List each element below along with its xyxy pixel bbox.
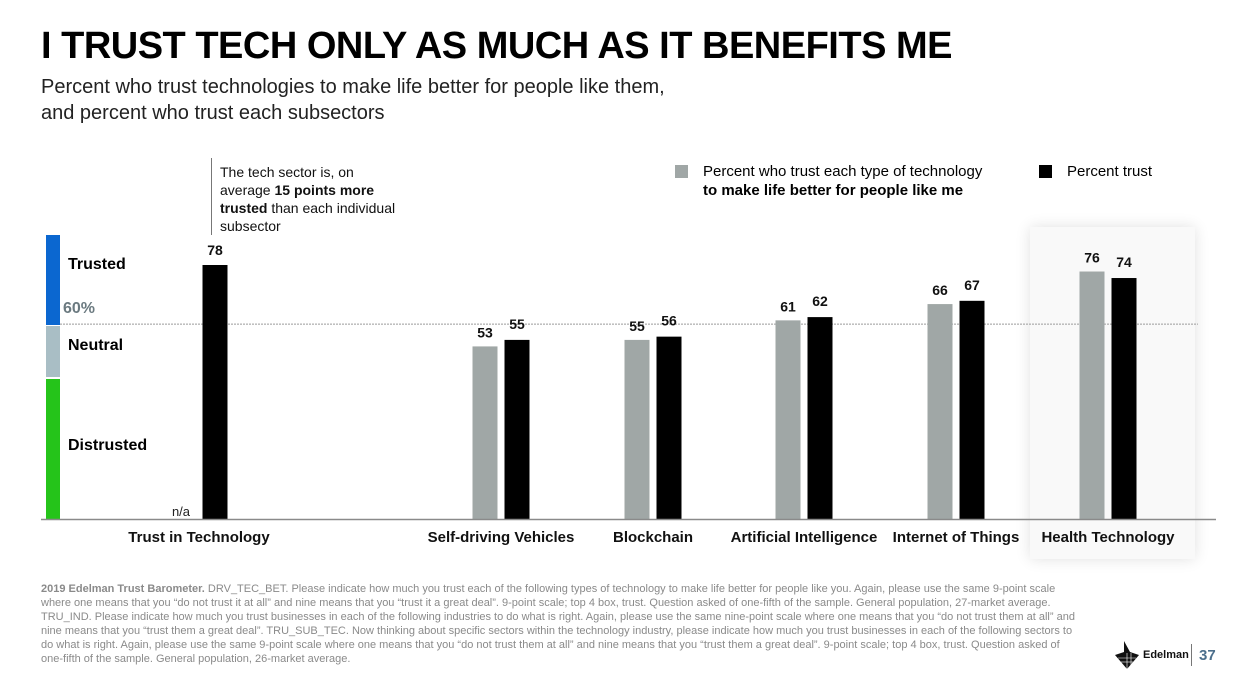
page-subtitle: Percent who trust technologies to make l… <box>41 74 665 126</box>
annotation-text-1: The tech sector is, on average <box>220 164 354 198</box>
legend-item-black: Percent trust <box>1039 162 1152 181</box>
category-label-self-driving-vehicles: Self-driving Vehicles <box>428 529 575 546</box>
scale-neutral-band <box>46 326 60 377</box>
scale-label-neutral: Neutral <box>68 337 124 354</box>
bar-percent-trust-internet-of-things <box>959 300 985 519</box>
bar-make-life-better-artificial-intelligence <box>775 320 801 519</box>
value-label-percent-trust-blockchain: 56 <box>661 313 677 329</box>
value-label-percent-trust-self-driving-vehicles: 55 <box>509 316 525 332</box>
legend-swatch-black <box>1039 165 1052 178</box>
footnote: 2019 Edelman Trust Barometer. DRV_TEC_BE… <box>41 582 1081 666</box>
value-label-percent-trust-health-technology: 74 <box>1116 254 1132 270</box>
bar-percent-trust-artificial-intelligence <box>807 317 833 519</box>
legend-swatch-gray <box>675 165 688 178</box>
bar-percent-trust-blockchain <box>656 336 682 519</box>
bar-percent-trust-self-driving-vehicles <box>504 339 530 519</box>
bar-percent-trust-trust-in-technology <box>202 265 228 519</box>
category-label-blockchain: Blockchain <box>613 529 693 546</box>
bar-make-life-better-health-technology <box>1079 271 1105 519</box>
legend-label-black: Percent trust <box>1067 163 1153 180</box>
scale-label-trusted: Trusted <box>68 256 126 273</box>
edelman-logo-icon <box>1115 641 1139 669</box>
threshold-label: 60% <box>63 300 96 317</box>
value-label-na-trust-in-technology: n/a <box>172 504 191 519</box>
legend-label-gray-line1: Percent who trust each type of technolog… <box>703 163 983 180</box>
value-label-percent-trust-artificial-intelligence: 62 <box>812 293 828 309</box>
category-label-trust-in-technology: Trust in Technology <box>128 529 270 546</box>
legend-item-gray: Percent who trust each type of technolog… <box>675 162 982 200</box>
value-label-make-life-better-self-driving-vehicles: 53 <box>477 324 493 340</box>
value-label-make-life-better-health-technology: 76 <box>1084 250 1100 266</box>
footnote-text: DRV_TEC_BET. Please indicate how much yo… <box>41 583 1075 665</box>
page-number: 37 <box>1199 647 1216 664</box>
subtitle-line-2: and percent who trust each subsectors <box>41 102 385 124</box>
category-label-internet-of-things: Internet of Things <box>893 529 1020 546</box>
callout-annotation: The tech sector is, on average 15 points… <box>211 158 400 235</box>
value-label-percent-trust-trust-in-technology: 78 <box>207 242 223 258</box>
legend-label-gray-line2: to make life better for people like me <box>703 182 964 199</box>
edelman-logo-text: Edelman <box>1143 649 1189 661</box>
category-label-health-technology: Health Technology <box>1041 529 1175 546</box>
page-divider <box>1191 644 1192 666</box>
category-label-artificial-intelligence: Artificial Intelligence <box>731 529 878 546</box>
value-label-make-life-better-artificial-intelligence: 61 <box>780 298 796 314</box>
value-label-make-life-better-internet-of-things: 66 <box>932 282 948 298</box>
annotation-emphasis: 15 points more trusted <box>220 182 375 216</box>
bar-percent-trust-health-technology <box>1111 278 1137 519</box>
value-label-percent-trust-internet-of-things: 67 <box>964 277 980 293</box>
bar-make-life-better-self-driving-vehicles <box>472 346 498 519</box>
page-title: I TRUST TECH ONLY AS MUCH AS IT BENEFITS… <box>41 25 952 67</box>
footnote-source: 2019 Edelman Trust Barometer. <box>41 583 205 595</box>
scale-label-distrusted: Distrusted <box>68 437 148 454</box>
scale-trusted-band <box>46 235 60 325</box>
bar-make-life-better-internet-of-things <box>927 304 953 519</box>
value-label-make-life-better-blockchain: 55 <box>629 318 645 334</box>
bar-make-life-better-blockchain <box>624 339 650 519</box>
subtitle-line-1: Percent who trust technologies to make l… <box>41 76 665 98</box>
scale-distrusted-band <box>46 379 60 519</box>
annotation-text-2: than each individual subsector <box>220 200 396 234</box>
